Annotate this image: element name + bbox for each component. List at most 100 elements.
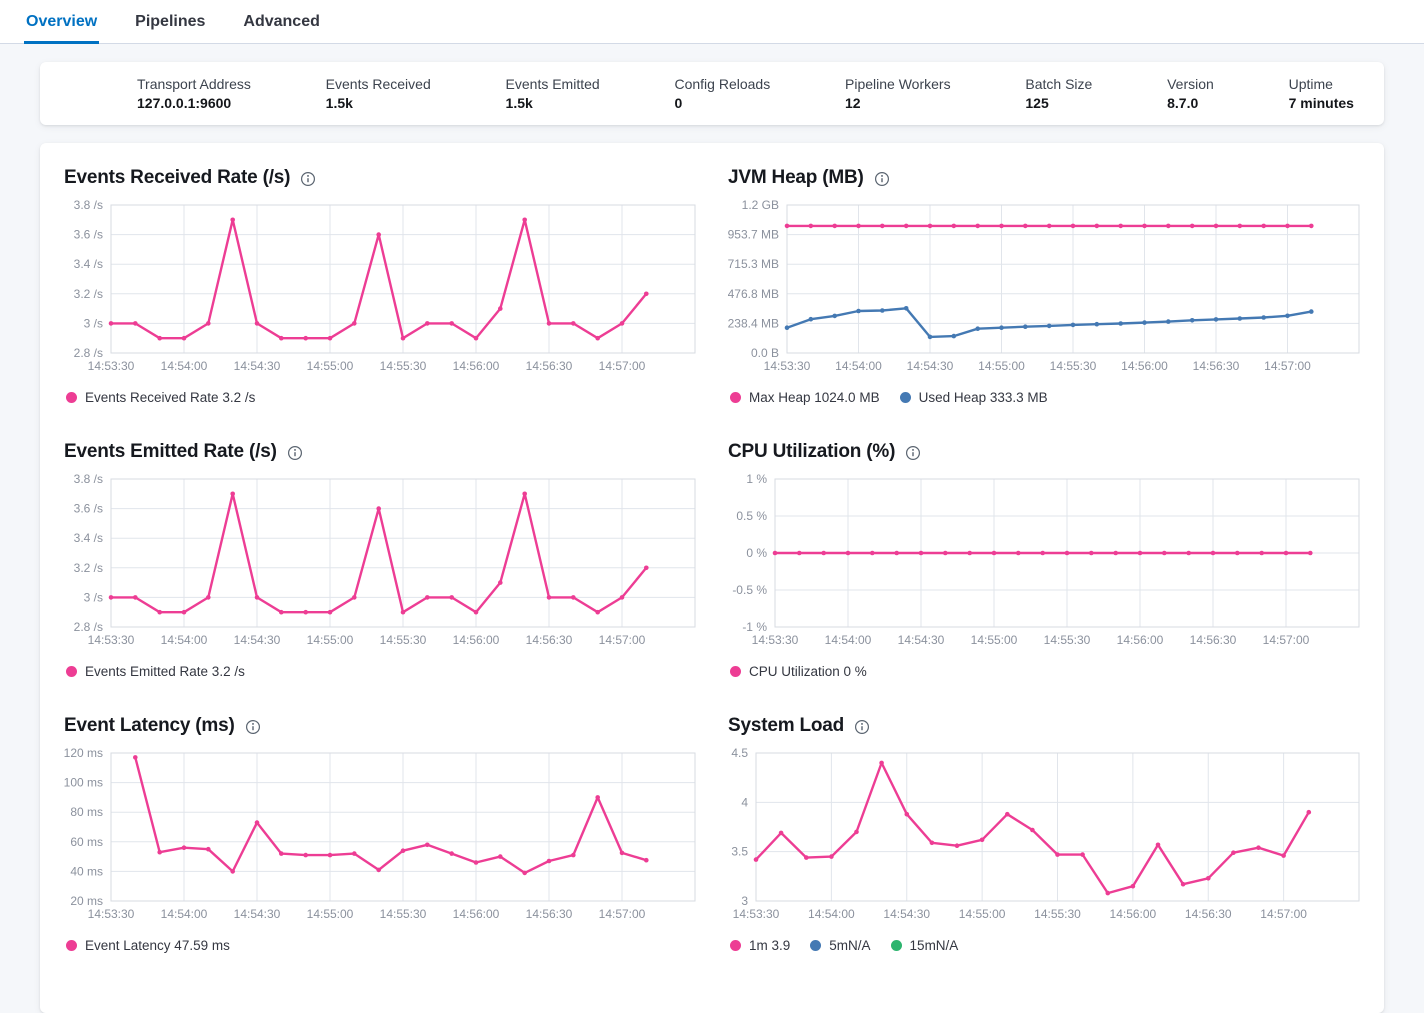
info-icon[interactable]: [287, 445, 303, 461]
stat-label: Transport Address: [137, 76, 251, 92]
legend-item[interactable]: Events Emitted Rate 3.2 /s: [66, 664, 245, 679]
info-icon[interactable]: [300, 171, 316, 187]
svg-text:3.2 /s: 3.2 /s: [74, 287, 103, 301]
svg-text:476.8 MB: 476.8 MB: [728, 287, 779, 301]
svg-text:3 /s: 3 /s: [84, 590, 103, 604]
svg-text:2.8 /s: 2.8 /s: [74, 346, 103, 360]
chart-event-latency-ms: Event Latency (ms) 120 ms 100 ms 80 ms 60 ms…: [64, 715, 696, 953]
chart-title: Events Emitted Rate (/s): [64, 441, 277, 462]
svg-text:40 ms: 40 ms: [70, 864, 103, 878]
svg-text:14:55:00: 14:55:00: [307, 633, 354, 647]
stat-uptime: Uptime 7 minutes: [1289, 76, 1354, 111]
chart-title: Events Received Rate (/s): [64, 167, 291, 188]
svg-text:14:56:00: 14:56:00: [453, 633, 500, 647]
legend-label: Events Emitted Rate 3.2 /s: [85, 664, 245, 679]
legend-dot: [890, 940, 902, 951]
stat-label: Events Emitted: [505, 76, 600, 92]
svg-text:14:56:00: 14:56:00: [1117, 633, 1164, 647]
chart-title-row: JVM Heap (MB): [728, 167, 1360, 189]
legend-dot: [66, 392, 77, 403]
legend-item[interactable]: 5mN/A: [810, 938, 871, 953]
stat-value: 1.5k: [505, 95, 533, 111]
legend-item[interactable]: 1m 3.9: [730, 938, 790, 953]
svg-text:14:54:00: 14:54:00: [835, 359, 882, 373]
svg-text:80 ms: 80 ms: [70, 805, 103, 819]
svg-text:1.2 GB: 1.2 GB: [742, 198, 779, 212]
chart-title-row: Events Emitted Rate (/s): [64, 441, 696, 463]
stats-panel: Transport Address 127.0.0.1:9600 Events Re…: [40, 62, 1384, 125]
svg-text:14:54:00: 14:54:00: [161, 359, 208, 373]
stat-value: 127.0.0.1:9600: [137, 95, 232, 111]
chart-legend: Events Emitted Rate 3.2 /s: [64, 664, 696, 679]
svg-text:14:55:30: 14:55:30: [1050, 359, 1097, 373]
svg-text:14:53:30: 14:53:30: [88, 359, 135, 373]
svg-text:3.6 /s: 3.6 /s: [74, 502, 103, 516]
legend-item[interactable]: Event Latency 47.59 ms: [66, 938, 230, 953]
svg-text:14:53:30: 14:53:30: [88, 633, 135, 647]
info-icon[interactable]: [854, 719, 870, 735]
legend-label: 5mN/A: [829, 938, 871, 953]
svg-text:14:53:30: 14:53:30: [733, 907, 780, 921]
svg-text:14:55:00: 14:55:00: [307, 907, 354, 921]
page-content: Transport Address 127.0.0.1:9600 Events Re…: [0, 44, 1424, 1013]
svg-text:3.4 /s: 3.4 /s: [74, 531, 103, 545]
stat-pipeline-workers: Pipeline Workers 12: [845, 76, 951, 111]
tab-overview[interactable]: Overview: [24, 0, 100, 44]
chart-system-load: System Load 4.5 4 3.5 3 14:53:30 14:54:00 14:54…: [728, 715, 1360, 953]
info-icon[interactable]: [245, 719, 261, 735]
svg-text:14:54:30: 14:54:30: [898, 633, 945, 647]
svg-text:14:56:00: 14:56:00: [1121, 359, 1168, 373]
svg-text:14:55:00: 14:55:00: [307, 359, 354, 373]
svg-text:14:56:00: 14:56:00: [453, 359, 500, 373]
svg-text:14:54:00: 14:54:00: [808, 907, 855, 921]
legend-label: Used Heap 333.3 MB: [918, 390, 1048, 405]
stat-transport-address: Transport Address 127.0.0.1:9600: [137, 76, 251, 111]
chart-legend: 1m 3.9 5mN/A 15mN/A: [728, 938, 1360, 953]
chart-title-row: System Load: [728, 715, 1360, 737]
svg-text:14:54:30: 14:54:30: [234, 907, 281, 921]
stat-batch-size: Batch Size 125: [1025, 76, 1092, 111]
chart-plot: 3.8 /s 3.6 /s 3.4 /s 3.2 /s 3 /s 2.8 /s14:53:…: [74, 472, 696, 647]
svg-text:14:55:00: 14:55:00: [959, 907, 1006, 921]
chart-legend: CPU Utilization 0 %: [728, 664, 1360, 679]
chart-title: JVM Heap (MB): [728, 167, 864, 188]
svg-text:14:55:30: 14:55:30: [380, 907, 427, 921]
svg-text:14:56:30: 14:56:30: [526, 633, 573, 647]
legend-item[interactable]: 15mN/A: [890, 938, 959, 953]
svg-text:14:55:00: 14:55:00: [978, 359, 1025, 373]
legend-label: Events Received Rate 3.2 /s: [85, 390, 256, 405]
svg-text:14:53:30: 14:53:30: [88, 907, 135, 921]
svg-text:14:55:00: 14:55:00: [971, 633, 1018, 647]
svg-text:14:54:30: 14:54:30: [907, 359, 954, 373]
stat-events-received: Events Received 1.5k: [326, 76, 431, 111]
legend-label: 1m 3.9: [749, 938, 791, 953]
svg-text:14:57:00: 14:57:00: [1263, 633, 1310, 647]
legend-item[interactable]: Used Heap 333.3 MB: [899, 390, 1048, 405]
legend-dot: [899, 392, 911, 403]
stat-label: Version: [1167, 76, 1214, 92]
svg-text:14:57:00: 14:57:00: [1264, 359, 1311, 373]
svg-text:3.8 /s: 3.8 /s: [74, 198, 103, 212]
stat-value: 12: [845, 95, 861, 111]
legend-item[interactable]: Events Received Rate 3.2 /s: [66, 390, 255, 405]
tab-pipelines[interactable]: Pipelines: [135, 13, 206, 30]
stat-value: 1.5k: [325, 95, 353, 111]
chart-plot: 4.5 4 3.5 314:53:30 14:54:00 14:54:30 14:55:00…: [731, 746, 1360, 921]
stat-label: Batch Size: [1025, 76, 1093, 92]
tab-advanced[interactable]: Advanced: [243, 13, 320, 30]
svg-text:14:56:00: 14:56:00: [453, 907, 500, 921]
legend-label: 15mN/A: [909, 938, 959, 953]
info-icon[interactable]: [874, 171, 890, 187]
info-icon[interactable]: [905, 445, 921, 461]
legend-item[interactable]: Max Heap 1024.0 MB: [730, 390, 880, 405]
svg-text:14:54:30: 14:54:30: [234, 633, 281, 647]
charts-grid: Events Received Rate (/s) 3.8 /s 3.6 /s 3.4…: [40, 143, 1384, 1013]
stat-value: 7 minutes: [1288, 95, 1354, 111]
stat-events-emitted: Events Emitted 1.5k: [506, 76, 600, 111]
stat-value: 0: [674, 95, 683, 111]
legend-dot: [66, 940, 77, 951]
legend-item[interactable]: CPU Utilization 0 %: [730, 664, 867, 679]
svg-text:4.5: 4.5: [731, 746, 748, 760]
svg-text:3.5: 3.5: [731, 845, 748, 859]
svg-text:715.3 MB: 715.3 MB: [728, 257, 779, 271]
